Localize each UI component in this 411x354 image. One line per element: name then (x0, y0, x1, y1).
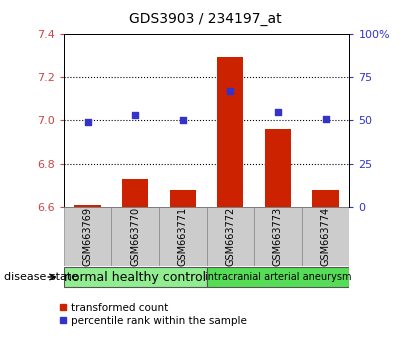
Text: GSM663773: GSM663773 (273, 207, 283, 266)
Bar (254, 207, 302, 266)
Bar (206, 267, 349, 287)
Bar (312, 190, 339, 207)
Point (132, 112, 139, 118)
Text: GSM663774: GSM663774 (321, 207, 330, 266)
Point (322, 116, 329, 121)
Bar (265, 129, 291, 207)
Text: normal healthy control: normal healthy control (64, 270, 206, 284)
Bar (74, 205, 101, 207)
Bar (64, 267, 206, 287)
Bar (217, 57, 243, 207)
Bar (302, 207, 349, 266)
Text: GDS3903 / 234197_at: GDS3903 / 234197_at (129, 12, 282, 27)
Point (84, 119, 91, 125)
Text: GSM663770: GSM663770 (130, 207, 140, 266)
Point (275, 109, 281, 115)
Bar (64, 207, 111, 266)
Bar (159, 207, 206, 266)
Text: GSM663769: GSM663769 (83, 207, 92, 266)
Text: GSM663771: GSM663771 (178, 207, 188, 266)
Bar (122, 179, 148, 207)
Bar (111, 207, 159, 266)
Bar (206, 207, 254, 266)
Point (227, 88, 233, 94)
Bar (170, 190, 196, 207)
Text: disease state: disease state (4, 272, 78, 282)
Text: intracranial arterial aneurysm: intracranial arterial aneurysm (205, 272, 351, 282)
Legend: transformed count, percentile rank within the sample: transformed count, percentile rank withi… (61, 303, 247, 326)
Text: GSM663772: GSM663772 (225, 207, 236, 266)
Point (180, 118, 186, 123)
